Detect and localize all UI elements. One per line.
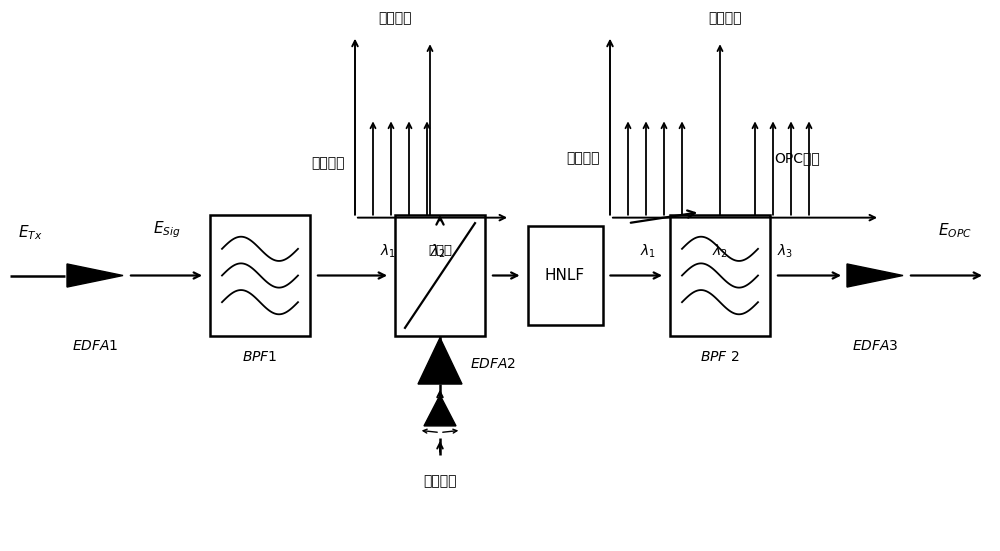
Text: $E_{Sig}$: $E_{Sig}$ [153,219,180,240]
Text: $E_{Tx}$: $E_{Tx}$ [18,224,42,242]
Text: 泵浦信号: 泵浦信号 [378,11,412,25]
Polygon shape [424,395,456,426]
Polygon shape [67,264,123,287]
Text: $EDFA2$: $EDFA2$ [470,356,516,371]
Text: 泵浦激光: 泵浦激光 [423,474,457,488]
Bar [528,226,602,325]
Text: 输入信号: 输入信号 [566,151,600,165]
Text: $BPF\ 2$: $BPF\ 2$ [700,350,740,364]
Text: $BPF1$: $BPF1$ [242,350,278,364]
Text: HNLF: HNLF [545,268,585,283]
Text: 耦合器: 耦合器 [428,244,452,257]
Polygon shape [847,264,903,287]
Bar [395,215,485,336]
Text: OPC信号: OPC信号 [774,151,820,165]
Text: $\lambda_2$: $\lambda_2$ [712,242,728,260]
Bar [670,215,770,336]
Text: 输入信号: 输入信号 [312,156,345,170]
Text: $EDFA3$: $EDFA3$ [852,339,898,353]
Text: $\lambda_1$: $\lambda_1$ [380,242,396,260]
Text: 泵浦信号: 泵浦信号 [708,11,742,25]
Text: $E_{OPC}$: $E_{OPC}$ [938,221,972,240]
Text: $\lambda_1$: $\lambda_1$ [640,242,656,260]
Polygon shape [418,338,462,384]
Text: $\lambda_2$: $\lambda_2$ [430,242,446,260]
Bar [210,215,310,336]
Text: $EDFA1$: $EDFA1$ [72,339,118,353]
Text: $\lambda_3$: $\lambda_3$ [777,242,793,260]
